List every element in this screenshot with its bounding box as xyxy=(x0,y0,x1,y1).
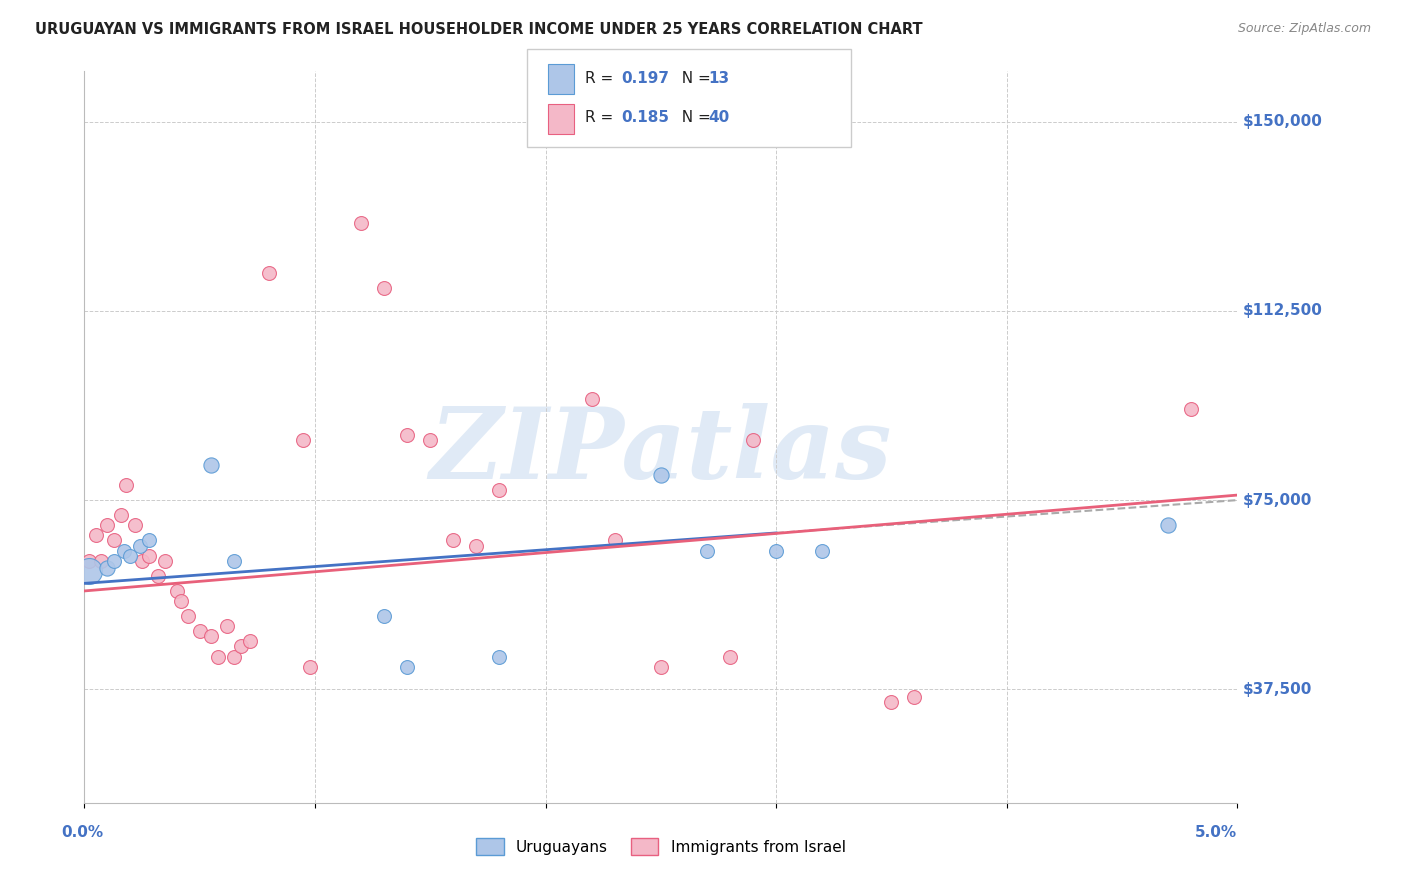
Point xyxy=(1157,518,1180,533)
Text: N =: N = xyxy=(672,111,716,125)
Point xyxy=(231,640,253,654)
Point xyxy=(77,564,100,578)
Point xyxy=(128,539,150,553)
Text: 40: 40 xyxy=(709,111,730,125)
Point xyxy=(603,533,626,548)
Point xyxy=(166,583,188,598)
Point xyxy=(373,609,395,624)
Point xyxy=(419,433,441,447)
Point xyxy=(718,649,741,664)
Text: URUGUAYAN VS IMMIGRANTS FROM ISRAEL HOUSEHOLDER INCOME UNDER 25 YEARS CORRELATIO: URUGUAYAN VS IMMIGRANTS FROM ISRAEL HOUS… xyxy=(35,22,922,37)
Point xyxy=(811,543,834,558)
Point xyxy=(96,518,118,533)
Point xyxy=(120,549,142,563)
Point xyxy=(650,659,672,673)
Point xyxy=(465,539,488,553)
Point xyxy=(89,554,111,568)
Text: R =: R = xyxy=(585,111,619,125)
Text: $150,000: $150,000 xyxy=(1243,114,1323,129)
Point xyxy=(96,561,118,575)
Point xyxy=(103,554,125,568)
Point xyxy=(207,649,229,664)
Point xyxy=(350,216,373,230)
Point xyxy=(742,433,765,447)
Point xyxy=(292,433,315,447)
Point xyxy=(396,427,419,442)
Point xyxy=(488,483,510,497)
Point xyxy=(257,266,280,280)
Point xyxy=(696,543,718,558)
Point xyxy=(146,569,169,583)
Point xyxy=(138,533,160,548)
Point xyxy=(177,609,200,624)
Point xyxy=(200,458,222,472)
Point xyxy=(396,659,419,673)
Text: ZIPatlas: ZIPatlas xyxy=(430,403,891,500)
Point xyxy=(200,629,222,643)
Text: 0.185: 0.185 xyxy=(621,111,669,125)
Point xyxy=(112,543,135,558)
Point xyxy=(115,478,138,492)
Point xyxy=(903,690,925,704)
Text: 0.197: 0.197 xyxy=(621,71,669,86)
Point xyxy=(880,695,903,709)
Point xyxy=(138,549,160,563)
Text: $37,500: $37,500 xyxy=(1243,681,1312,697)
Point xyxy=(77,554,100,568)
Point xyxy=(299,659,322,673)
Text: $75,000: $75,000 xyxy=(1243,492,1312,508)
Text: R =: R = xyxy=(585,71,619,86)
Point xyxy=(103,533,125,548)
Point xyxy=(188,624,211,639)
Point xyxy=(224,649,246,664)
Point xyxy=(488,649,510,664)
Point xyxy=(1180,402,1202,417)
Point xyxy=(84,528,107,542)
Text: 5.0%: 5.0% xyxy=(1195,825,1237,840)
Legend: Uruguayans, Immigrants from Israel: Uruguayans, Immigrants from Israel xyxy=(470,832,852,861)
Point xyxy=(441,533,464,548)
Point xyxy=(224,554,246,568)
Point xyxy=(170,594,193,608)
Text: 13: 13 xyxy=(709,71,730,86)
Text: Source: ZipAtlas.com: Source: ZipAtlas.com xyxy=(1237,22,1371,36)
Point xyxy=(581,392,603,407)
Point xyxy=(124,518,146,533)
Point xyxy=(239,634,262,648)
Point xyxy=(373,281,395,295)
Text: $112,500: $112,500 xyxy=(1243,303,1323,318)
Point xyxy=(765,543,787,558)
Point xyxy=(217,619,239,633)
Point xyxy=(110,508,132,523)
Point xyxy=(650,467,672,482)
Text: N =: N = xyxy=(672,71,716,86)
Point xyxy=(131,554,153,568)
Text: 0.0%: 0.0% xyxy=(62,825,104,840)
Point xyxy=(153,554,176,568)
